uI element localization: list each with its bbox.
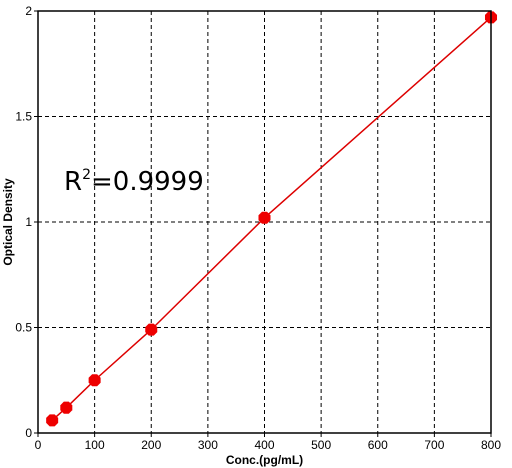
- data-point: [145, 323, 158, 336]
- x-tick-label: 400: [254, 438, 274, 452]
- r-squared-annotation: R2=0.9999: [64, 167, 204, 197]
- y-tick-label: 0: [25, 426, 32, 440]
- x-axis-label: Conc.(pg/mL): [226, 453, 303, 467]
- y-axis-ticks: 0 0.5 1 1.5 2: [15, 4, 38, 440]
- x-tick-label: 0: [35, 438, 42, 452]
- y-axis-label: Optical Density: [1, 178, 15, 266]
- x-tick-label: 800: [481, 438, 501, 452]
- x-tick-label: 300: [198, 438, 218, 452]
- y-tick-label: 2: [25, 4, 32, 18]
- data-point: [46, 414, 59, 427]
- y-tick-label: 1: [25, 215, 32, 229]
- r-squared-base: R: [64, 167, 82, 197]
- r-squared-value: =0.9999: [91, 167, 204, 197]
- x-axis-ticks: 0 100 200 300 400 500 600 700 800: [35, 433, 501, 452]
- r-squared-superscript: 2: [82, 167, 91, 183]
- data-point: [258, 211, 271, 224]
- x-tick-label: 600: [368, 438, 388, 452]
- x-tick-label: 100: [85, 438, 105, 452]
- data-point: [88, 374, 101, 387]
- series: [46, 11, 498, 427]
- x-tick-label: 700: [424, 438, 444, 452]
- x-tick-label: 200: [141, 438, 161, 452]
- series-line: [51, 16, 492, 421]
- grid: [38, 11, 491, 433]
- y-tick-label: 1.5: [15, 110, 32, 124]
- y-tick-label: 0.5: [15, 321, 32, 335]
- data-point: [60, 401, 73, 414]
- x-tick-label: 500: [311, 438, 331, 452]
